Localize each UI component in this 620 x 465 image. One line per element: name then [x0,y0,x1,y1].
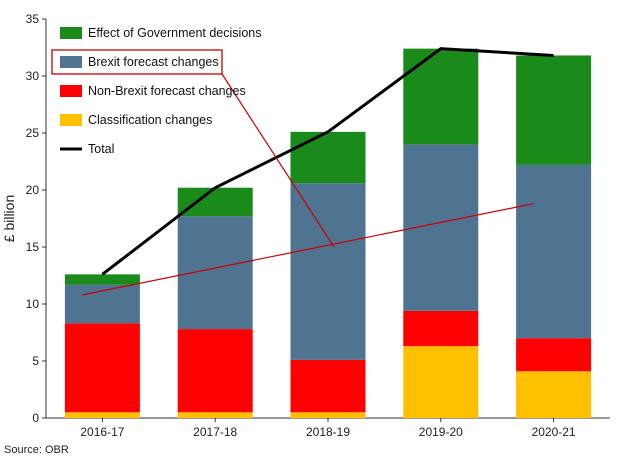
bar-segment [177,412,253,418]
annotation-connector [221,73,335,248]
y-axis-title: £ billion [1,195,17,242]
y-tick-label: 30 [26,69,40,83]
bar-segment [177,216,253,330]
legend-label: Non-Brexit forecast changes [88,84,246,98]
bar-segment [403,346,479,418]
x-tick-label: 2020-21 [532,425,576,439]
y-tick-label: 0 [32,411,39,425]
total-line [101,47,554,276]
y-tick-label: 5 [32,354,39,368]
bar-segment [177,187,253,217]
bar-segment [64,323,140,413]
annotation-trend-line [82,203,534,296]
x-tick-label: 2017-18 [193,425,237,439]
bar-segment [516,371,592,418]
bar-segment [290,359,366,413]
bar-segment [403,48,479,145]
bar-segment [177,329,253,413]
y-tick-label: 20 [26,183,40,197]
legend-label: Effect of Government decisions [88,26,261,40]
bar-segment [64,412,140,418]
x-tick-label: 2019-20 [419,425,463,439]
y-tick-label: 35 [26,12,40,26]
legend-swatch [60,56,82,68]
bar-segment [290,183,366,360]
legend-swatch [60,85,82,97]
bar-segment [403,310,479,347]
bar-segment [516,338,592,372]
x-tick-label: 2016-17 [80,425,124,439]
source-note: Source: OBR [4,444,69,456]
legend-swatch [60,114,82,126]
bar-segment [516,164,592,339]
bar-segment [64,274,140,285]
y-tick-label: 15 [26,240,40,254]
y-tick-label: 25 [26,126,40,140]
bar-segment [290,412,366,418]
legend-label: Brexit forecast changes [88,55,219,69]
bar-segment [290,131,366,184]
y-tick-label: 10 [26,297,40,311]
legend-swatch [60,27,82,39]
legend-label: Total [88,142,114,156]
legend-label: Classification changes [88,113,212,127]
legend-highlight-box [51,49,223,75]
bar-segment [516,55,592,165]
x-tick-label: 2018-19 [306,425,350,439]
